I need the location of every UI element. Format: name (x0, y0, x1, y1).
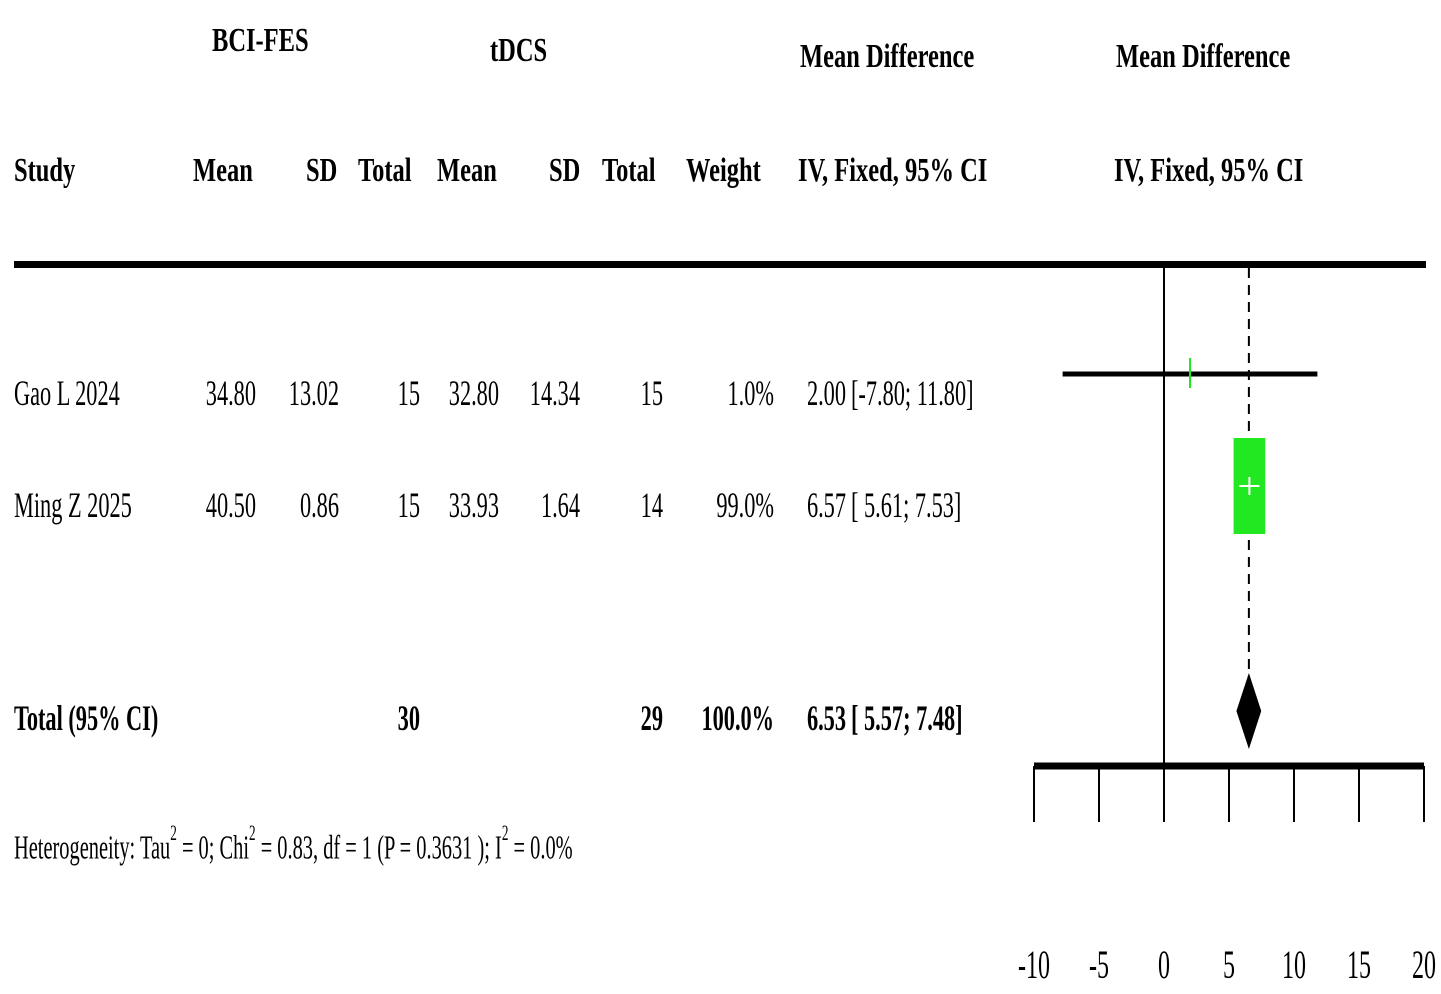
total-ci: [ 5.57; 7.48] (851, 698, 963, 738)
group2-header: tDCS (490, 32, 548, 69)
sd1-value: 0.86 (299, 485, 339, 525)
chi-superscript: 2 (248, 820, 256, 845)
weight-value: 1.0% (727, 373, 775, 413)
i-superscript: 2 (501, 820, 509, 845)
total2-header: Total (602, 152, 656, 189)
md-value: 2.00 (806, 373, 846, 413)
sd1-value: 13.02 (288, 373, 339, 413)
md-column-method: IV, Fixed, 95% CI (798, 152, 988, 189)
ci-value: [ 5.61; 7.53] (851, 485, 962, 525)
total1-sum: 30 (397, 698, 420, 738)
md-column-header: Mean Difference (800, 38, 975, 75)
md-plot-header: Mean Difference (1116, 38, 1291, 75)
tau-value: = 0; Chi (176, 829, 249, 867)
heterogeneity-prefix: Heterogeneity: Tau (14, 829, 171, 867)
header-rule (14, 261, 1426, 268)
sd2-value: 14.34 (529, 373, 580, 413)
mean2-header: Mean (437, 152, 497, 189)
group1-header: BCI-FES (212, 22, 309, 59)
mean2-value: 33.93 (448, 485, 499, 525)
weight-header: Weight (686, 152, 761, 189)
i-value: = 0.0% (508, 829, 573, 867)
total1-value: 15 (397, 373, 420, 413)
x-axis-tick-label: 15 (1347, 944, 1371, 988)
total2-value: 14 (640, 485, 663, 525)
total2-sum: 29 (640, 698, 663, 738)
chi-value: = 0.83, df = 1 (P = 0.3631 ); I (255, 829, 502, 867)
sd2-header: SD (549, 152, 581, 189)
total1-header: Total (358, 152, 412, 189)
x-axis-tick-label: 0 (1158, 944, 1170, 988)
total2-value: 15 (640, 373, 663, 413)
md-plot-method: IV, Fixed, 95% CI (1114, 152, 1304, 189)
study-name: Gao L 2024 (14, 373, 120, 413)
mean1-value: 40.50 (205, 485, 256, 525)
ci-value: [-7.80; 11.80] (851, 373, 974, 413)
x-axis-tick-label: 10 (1282, 944, 1306, 988)
pooled-diamond (1236, 673, 1262, 749)
heterogeneity-text: Heterogeneity: Tau2 = 0; Chi2 = 0.83, df… (14, 820, 573, 867)
mean1-header: Mean (193, 152, 253, 189)
x-axis-tick-label: -10 (1018, 944, 1050, 988)
study-name: Ming Z 2025 (14, 485, 132, 525)
weight-value: 99.0% (716, 485, 774, 525)
total-weight: 100.0% (701, 698, 774, 738)
md-value: 6.57 (806, 485, 846, 525)
total-md: 6.53 (806, 698, 846, 738)
sd2-value: 1.64 (540, 485, 580, 525)
x-axis-tick-label: 20 (1412, 944, 1436, 988)
mean1-value: 34.80 (205, 373, 256, 413)
study-header: Study (14, 152, 76, 189)
x-axis-tick-label: 5 (1223, 944, 1235, 988)
total-label: Total (95% CI) (14, 698, 159, 738)
tau-superscript: 2 (170, 820, 177, 845)
sd1-header: SD (306, 152, 338, 189)
mean2-value: 32.80 (448, 373, 499, 413)
total1-value: 15 (397, 485, 420, 525)
x-axis-tick-label: -5 (1089, 944, 1109, 988)
